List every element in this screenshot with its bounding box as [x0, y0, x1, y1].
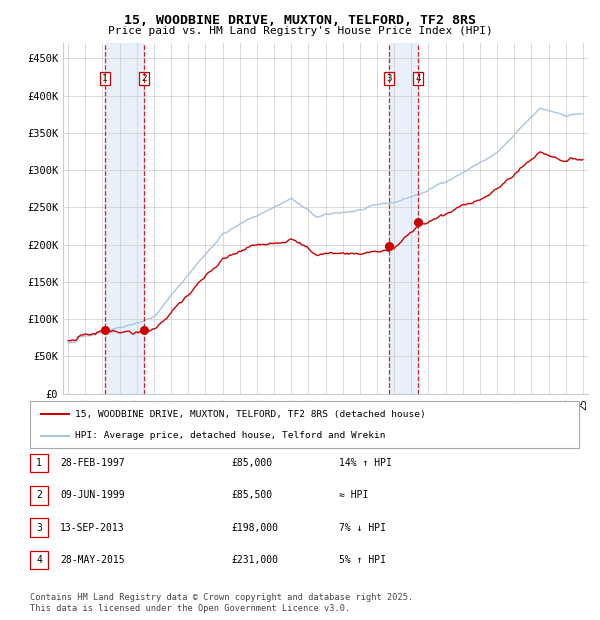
Text: £85,500: £85,500	[231, 490, 272, 500]
Bar	[104, 43, 144, 394]
Text: Price paid vs. HM Land Registry's House Price Index (HPI): Price paid vs. HM Land Registry's House …	[107, 26, 493, 36]
Text: Contains HM Land Registry data © Crown copyright and database right 2025.
This d: Contains HM Land Registry data © Crown c…	[30, 593, 413, 613]
Text: 13-SEP-2013: 13-SEP-2013	[60, 523, 125, 533]
Text: 15, WOODBINE DRIVE, MUXTON, TELFORD, TF2 8RS (detached house): 15, WOODBINE DRIVE, MUXTON, TELFORD, TF2…	[75, 410, 426, 418]
Text: 2: 2	[36, 490, 42, 500]
Text: 3: 3	[386, 74, 392, 83]
Text: HPI: Average price, detached house, Telford and Wrekin: HPI: Average price, detached house, Telf…	[75, 431, 386, 440]
Text: 09-JUN-1999: 09-JUN-1999	[60, 490, 125, 500]
Text: 4: 4	[416, 74, 421, 83]
Text: 7% ↓ HPI: 7% ↓ HPI	[339, 523, 386, 533]
Text: £198,000: £198,000	[231, 523, 278, 533]
Text: £231,000: £231,000	[231, 555, 278, 565]
Text: 2: 2	[141, 74, 146, 83]
Text: 5% ↑ HPI: 5% ↑ HPI	[339, 555, 386, 565]
Text: 1: 1	[36, 458, 42, 468]
Text: 1: 1	[102, 74, 107, 83]
Text: 28-FEB-1997: 28-FEB-1997	[60, 458, 125, 468]
Text: ≈ HPI: ≈ HPI	[339, 490, 368, 500]
Text: 3: 3	[36, 523, 42, 533]
Text: £85,000: £85,000	[231, 458, 272, 468]
Text: 15, WOODBINE DRIVE, MUXTON, TELFORD, TF2 8RS: 15, WOODBINE DRIVE, MUXTON, TELFORD, TF2…	[124, 14, 476, 27]
Bar	[389, 43, 418, 394]
Text: 28-MAY-2015: 28-MAY-2015	[60, 555, 125, 565]
Text: 4: 4	[36, 555, 42, 565]
Text: 14% ↑ HPI: 14% ↑ HPI	[339, 458, 392, 468]
